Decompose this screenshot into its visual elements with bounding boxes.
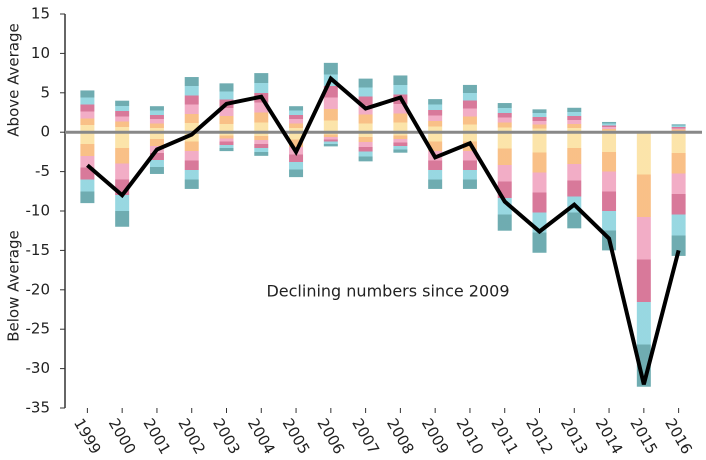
bar: [323, 132, 338, 147]
x-tick-label: 2000: [105, 415, 140, 457]
bar: [115, 100, 130, 133]
bar: [80, 90, 95, 133]
x-tick-label: 2004: [244, 415, 279, 457]
y-tick-label: -30: [26, 359, 51, 377]
y-label-below: Below Average: [5, 230, 23, 342]
bar: [428, 132, 443, 189]
bar: [497, 103, 512, 133]
y-tick-label: -10: [26, 202, 51, 220]
bar: [567, 132, 582, 229]
x-tick-label: 2010: [453, 415, 488, 457]
bar: [358, 78, 373, 133]
x-tick-label: 2006: [313, 415, 348, 457]
bar: [567, 107, 582, 133]
bar: [462, 84, 477, 133]
bar: [636, 132, 651, 387]
y-tick-label: 10: [31, 44, 50, 62]
x-tick-label: 2007: [348, 415, 383, 457]
x-tick-label: 2009: [418, 415, 453, 457]
x-tick-label: 2008: [383, 415, 418, 457]
y-tick-label: -20: [26, 280, 51, 298]
x-tick-label: 2016: [661, 415, 696, 457]
bar: [497, 132, 512, 231]
x-tick-label: 2002: [174, 415, 209, 457]
bar: [184, 132, 199, 189]
y-label-above: Above Average: [5, 23, 23, 136]
y-tick-label: -35: [26, 399, 51, 417]
y-tick-label: -15: [26, 241, 51, 259]
x-tick-label: 2015: [626, 415, 661, 457]
y-tick-label: 0: [40, 123, 50, 141]
bar: [254, 132, 269, 156]
bar: [254, 73, 269, 133]
bar: [289, 106, 304, 133]
x-tick-label: 2013: [557, 415, 592, 457]
bar: [602, 132, 617, 251]
bar: [393, 132, 408, 153]
x-tick-label: 2005: [279, 415, 314, 457]
bar: [393, 75, 408, 133]
bar: [219, 132, 234, 152]
x-tick-label: 2011: [487, 415, 522, 457]
y-tick-label: -25: [26, 320, 51, 338]
x-tick-label: 1999: [70, 415, 105, 457]
annotation: Declining numbers since 2009: [266, 282, 509, 301]
bar: [219, 83, 234, 133]
bar: [532, 109, 547, 133]
bar: [149, 132, 164, 174]
bar: [184, 77, 199, 133]
bar: [671, 132, 686, 256]
bar: [115, 132, 130, 227]
bar: [602, 121, 617, 133]
y-tick-label: -5: [35, 162, 50, 180]
bar: [532, 132, 547, 253]
y-tick-label: 5: [40, 83, 50, 101]
x-tick-label: 2012: [522, 415, 557, 457]
trend-line: [86, 75, 681, 385]
x-tick-label: 2001: [140, 415, 175, 457]
bar: [149, 106, 164, 133]
bar: [428, 99, 443, 133]
bar: [671, 124, 686, 133]
y-tick-label: 15: [31, 5, 50, 23]
bar: [323, 62, 338, 133]
bar: [462, 132, 477, 189]
x-tick-label: 2014: [592, 415, 627, 457]
x-tick-label: 2003: [209, 415, 244, 457]
bar: [358, 132, 373, 162]
